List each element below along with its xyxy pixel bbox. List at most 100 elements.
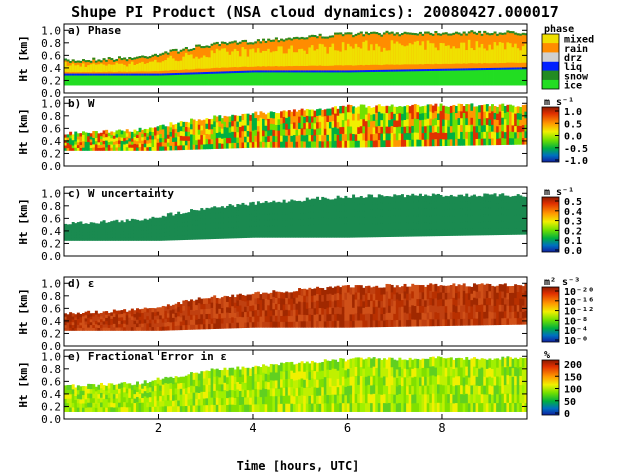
y-tick-label: 0.6 [41, 49, 61, 62]
colorbar-tick-label: 150 [564, 372, 582, 383]
legend-title: phase [544, 24, 574, 35]
colorbar-tick-label: 0.1 [564, 236, 582, 247]
legend-entry: snow [564, 71, 589, 82]
y-axis-label: Ht [km] [17, 361, 30, 407]
colorbar-tick-label: 100 [564, 385, 582, 396]
y-tick-label: 0.4 [41, 388, 61, 401]
panel-frame [63, 96, 528, 167]
legend-entry: mixed [564, 34, 594, 46]
panel-frame [63, 276, 528, 347]
colorbar-units: m s⁻¹ [544, 97, 574, 108]
panel-frame [63, 186, 528, 257]
colorbar-tick-label: 10⁻⁴ [564, 326, 588, 337]
panel-frame [63, 349, 528, 420]
panel-2: b) W0.00.20.40.60.81.0Ht [km]m s⁻¹1.00.5… [17, 96, 588, 173]
y-tick-label: 1.0 [41, 277, 61, 290]
colorbar-tick-label: 10⁻⁸ [564, 316, 588, 327]
colorbar-tick-label: 0.3 [564, 217, 582, 228]
panel-title: d) ε [68, 277, 95, 290]
colorbar-units: m² s⁻³ [544, 277, 580, 288]
panel-field [64, 103, 528, 151]
panel-field [64, 193, 528, 241]
y-tick-label: 0.2 [41, 74, 61, 87]
colorbar-tick-label: 0.0 [564, 132, 582, 143]
colorbar-tick-label: -0.5 [564, 144, 588, 155]
colorbar [541, 33, 560, 90]
panel-frame [63, 23, 528, 94]
y-axis-label: Ht [km] [17, 108, 30, 154]
x-axis-label: Time [hours, UTC] [237, 459, 360, 473]
y-tick-label: 0.4 [41, 135, 61, 148]
legend-entry: rain [564, 43, 588, 55]
legend-entry: liq [564, 61, 582, 73]
y-tick-label: 1.0 [41, 97, 61, 110]
y-tick-label: 0.0 [41, 340, 61, 353]
x-tick-label: 2 [155, 421, 162, 435]
legend-entry: drz [564, 53, 582, 64]
x-tick-label: 4 [249, 421, 256, 435]
colorbar-tick-label: 0.0 [564, 246, 582, 257]
y-tick-label: 1.0 [41, 187, 61, 200]
colorbar-tick-label: 10⁻⁰ [564, 336, 588, 347]
panel-title: e) Fractional Error in ε [68, 350, 227, 363]
y-tick-label: 0.8 [41, 290, 61, 303]
y-tick-label: 0.8 [41, 37, 61, 50]
figure-title: Shupe PI Product (NSA cloud dynamics): 2… [71, 3, 559, 21]
colorbar-tick-label: 0.4 [564, 207, 582, 218]
y-tick-label: 0.4 [41, 62, 61, 75]
y-tick-label: 0.0 [41, 250, 61, 263]
colorbar-units: % [544, 350, 550, 361]
panel-5: e) Fractional Error in ε0.00.20.40.60.81… [17, 349, 582, 435]
y-tick-label: 0.6 [41, 302, 61, 315]
colorbar [541, 286, 560, 343]
y-tick-label: 0.8 [41, 363, 61, 376]
colorbar-tick-label: 10⁻²⁰ [564, 287, 594, 298]
colorbar-tick-label: 0.5 [564, 119, 582, 130]
y-tick-label: 1.0 [41, 24, 61, 37]
y-tick-label: 0.6 [41, 122, 61, 135]
colorbar-tick-label: 1.0 [564, 107, 582, 118]
y-tick-label: 0.8 [41, 110, 61, 123]
colorbar-tick-label: 0 [564, 409, 570, 420]
y-tick-label: 0.0 [41, 413, 61, 426]
panel-field [64, 283, 528, 331]
panel-4: d) ε 0.00.20.40.60.81.0 Ht [km] m² s⁻³10⁻²⁰… [17, 276, 594, 353]
colorbar-tick-label: 0.2 [564, 226, 582, 237]
y-axis-label: Ht [km] [17, 35, 30, 81]
colorbar [541, 196, 560, 253]
y-tick-label: 0.2 [41, 147, 61, 160]
y-tick-label: 0.2 [41, 400, 61, 413]
y-tick-label: 0.0 [41, 160, 61, 173]
panel-title: b) W [68, 97, 95, 110]
y-tick-label: 0.8 [41, 200, 61, 213]
colorbar-tick-label: 10⁻¹⁶ [564, 297, 594, 308]
colorbar-tick-label: -1.0 [564, 156, 588, 167]
y-tick-label: 0.2 [41, 327, 61, 340]
x-tick-label: 6 [344, 421, 351, 435]
panel-title: a) Phase [68, 24, 121, 37]
y-tick-label: 0.0 [41, 87, 61, 100]
panel-field [64, 30, 528, 86]
colorbar-tick-label: 50 [564, 397, 576, 408]
panel-title: c) W uncertainty [68, 187, 174, 200]
colorbar-units: m s⁻¹ [544, 187, 574, 198]
colorbar-tick-label: 200 [564, 360, 582, 371]
y-axis-label: Ht [km] [17, 198, 30, 244]
y-tick-label: 0.4 [41, 225, 61, 238]
y-axis-label: Ht [km] [17, 288, 30, 334]
x-tick-label: 8 [438, 421, 445, 435]
colorbar-tick-label: 0.5 [564, 197, 582, 208]
y-tick-label: 1.0 [41, 350, 61, 363]
colorbar-tick-label: 10⁻¹² [564, 307, 594, 318]
legend-entry: ice [564, 79, 582, 91]
y-tick-label: 0.2 [41, 237, 61, 250]
y-tick-label: 0.6 [41, 212, 61, 225]
colorbar [541, 106, 560, 163]
panel-field [64, 356, 528, 412]
y-tick-label: 0.4 [41, 315, 61, 328]
panel-1: a) Phase 0.00.20.40.60.81.0 Ht [km] phasemi… [17, 23, 594, 100]
colorbar [541, 359, 560, 416]
y-tick-label: 0.6 [41, 375, 61, 388]
